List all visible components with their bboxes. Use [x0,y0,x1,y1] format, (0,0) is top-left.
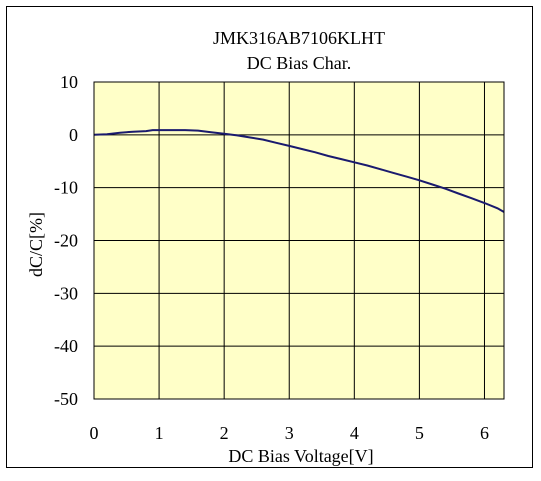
x-tick-label: 2 [220,423,229,443]
plot-border [93,81,505,400]
x-tick-label: 4 [350,423,359,443]
x-tick-label: 3 [285,423,294,443]
y-tick-label: -20 [54,231,78,251]
y-axis-label: dC/C[%] [26,212,46,277]
y-tick-labels: 10 0 -10 -20 -30 -40 -50 [54,72,78,409]
y-tick-label: -40 [54,336,78,356]
x-tick-label: 6 [480,423,489,443]
x-axis-label: DC Bias Voltage[V] [228,446,373,466]
series-line [93,129,505,213]
x-tick-labels: 0 1 2 3 4 5 6 [90,423,489,443]
y-tick-label: 10 [60,72,78,92]
x-tick-label: 1 [155,423,164,443]
y-tick-label: 0 [69,125,78,145]
y-tick-label: -10 [54,178,78,198]
y-tick-label: -30 [54,283,78,303]
y-tick-label: -50 [54,389,78,409]
chart-subtitle: DC Bias Char. [246,53,352,73]
x-tick-label: 0 [90,423,99,443]
x-tick-label: 5 [415,423,424,443]
chart-title: JMK316AB7106KLHT [212,28,385,48]
